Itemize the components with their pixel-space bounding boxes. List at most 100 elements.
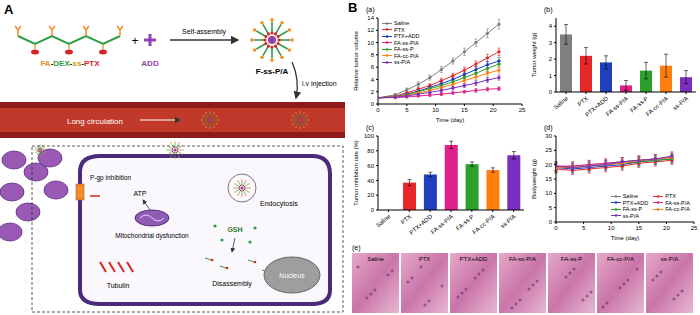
- svg-text:25: 25: [519, 107, 526, 113]
- svg-text:ss-P/A: ss-P/A: [672, 95, 689, 111]
- svg-text:80: 80: [367, 148, 374, 154]
- svg-text:15: 15: [545, 176, 552, 182]
- svg-text:Saline: Saline: [367, 256, 384, 262]
- svg-text:+: +: [131, 34, 138, 48]
- svg-text:60: 60: [367, 163, 374, 169]
- svg-text:1: 1: [549, 73, 553, 79]
- svg-text:20: 20: [490, 107, 497, 113]
- html-text:ss-P/A: ss-P/A: [394, 59, 411, 65]
- svg-text:4: 4: [549, 23, 553, 29]
- svg-text:Disassembly: Disassembly: [212, 280, 252, 288]
- html-text:Saline: Saline: [622, 193, 638, 199]
- svg-text:FA-ss-P: FA-ss-P: [561, 256, 582, 262]
- svg-text:Mitochondrial dysfunction: Mitochondrial dysfunction: [115, 232, 189, 240]
- svg-text:Time (day): Time (day): [436, 117, 464, 123]
- svg-text:10: 10: [545, 190, 552, 196]
- html-text:B: B: [348, 0, 358, 15]
- svg-text:ADD: ADD: [141, 59, 159, 68]
- svg-text:ATP: ATP: [133, 190, 146, 197]
- html-text:FA-ss-P/A: FA-ss-P/A: [394, 39, 419, 46]
- svg-text:25: 25: [691, 225, 698, 231]
- html-text:FA-ss-P: FA-ss-P: [394, 46, 414, 52]
- svg-text:ss-P/A: ss-P/A: [499, 213, 516, 229]
- html-text:PTX+ADD: PTX+ADD: [622, 199, 649, 206]
- html-text:ss-P/A: ss-P/A: [622, 212, 639, 219]
- svg-text:4: 4: [371, 77, 375, 83]
- svg-text:3: 3: [549, 40, 553, 46]
- svg-text:Relative tumor volume: Relative tumor volume: [353, 30, 359, 90]
- svg-text:Long circulation: Long circulation: [67, 117, 123, 126]
- svg-text:FA-DEX-ss-PTX: FA-DEX-ss-PTX: [40, 59, 100, 68]
- svg-text:FA-ss-P/A: FA-ss-P/A: [605, 95, 630, 117]
- svg-text:FA-cc-P/A: FA-cc-P/A: [471, 213, 496, 235]
- svg-text:30: 30: [545, 133, 552, 139]
- svg-text:GSH: GSH: [227, 226, 242, 233]
- svg-text:PTX: PTX: [400, 213, 413, 225]
- svg-text:0: 0: [371, 101, 375, 107]
- svg-text:25: 25: [545, 147, 552, 153]
- svg-text:10: 10: [367, 40, 374, 46]
- svg-text:Nucleus: Nucleus: [279, 272, 305, 279]
- svg-text:FA-ss-P/A: FA-ss-P/A: [509, 256, 536, 262]
- svg-text:Tubulin: Tubulin: [107, 282, 130, 289]
- svg-text:5: 5: [582, 225, 586, 231]
- svg-text:Bodyweight (g): Bodyweight (g): [531, 159, 537, 199]
- svg-text:PTX+ADD: PTX+ADD: [460, 256, 489, 262]
- html-text:FA-ss-P: FA-ss-P: [622, 206, 643, 212]
- svg-text:0: 0: [376, 107, 380, 113]
- svg-text:8: 8: [371, 52, 375, 58]
- svg-text:Self-assembly: Self-assembly: [182, 28, 226, 36]
- html-text:PTX+ADD: PTX+ADD: [394, 33, 420, 39]
- svg-text:FA-cc-P/A: FA-cc-P/A: [645, 95, 670, 117]
- svg-text:0: 0: [554, 225, 558, 231]
- svg-text:Endocytosis: Endocytosis: [260, 200, 298, 208]
- svg-text:PTX+ADD: PTX+ADD: [584, 95, 610, 118]
- svg-text:10: 10: [608, 225, 615, 231]
- svg-text:40: 40: [367, 178, 374, 184]
- svg-text:i.v injection: i.v injection: [302, 80, 337, 88]
- svg-text:5: 5: [549, 205, 553, 211]
- svg-text:100: 100: [364, 133, 375, 139]
- svg-text:PTX: PTX: [576, 95, 589, 107]
- html-text:(a): (a): [366, 6, 375, 13]
- svg-text:P-gp inhibition: P-gp inhibition: [90, 174, 132, 182]
- svg-text:FA-ss-P: FA-ss-P: [629, 95, 650, 114]
- html-text:Saline: Saline: [394, 20, 410, 26]
- svg-text:Saline: Saline: [375, 213, 392, 229]
- svg-text:0: 0: [549, 219, 553, 225]
- svg-text:Tumor inhibition rate (%): Tumor inhibition rate (%): [353, 140, 359, 205]
- svg-text:F-ss-P/A: F-ss-P/A: [256, 67, 289, 76]
- svg-text:PTX+ADD: PTX+ADD: [408, 213, 434, 236]
- svg-text:FA-ss-P: FA-ss-P: [454, 213, 476, 232]
- svg-text:2: 2: [371, 89, 375, 95]
- svg-text:12: 12: [367, 27, 374, 33]
- svg-text:FA-cc-P/A: FA-cc-P/A: [607, 256, 634, 262]
- svg-text:10: 10: [432, 107, 439, 113]
- html-text:(d): (d): [544, 124, 553, 131]
- svg-text:PTX: PTX: [419, 256, 431, 262]
- svg-text:A: A: [4, 2, 14, 17]
- svg-text:20: 20: [663, 225, 670, 231]
- svg-text:15: 15: [461, 107, 468, 113]
- svg-text:2: 2: [549, 56, 553, 62]
- html-text:(c): (c): [366, 124, 375, 131]
- svg-text:ss-P/A: ss-P/A: [661, 256, 679, 262]
- html-text:PTX: PTX: [394, 26, 405, 33]
- html-text:(e): (e): [352, 244, 361, 251]
- svg-text:Tumor weight (g): Tumor weight (g): [531, 32, 537, 77]
- svg-text:Time (day): Time (day): [611, 235, 639, 241]
- svg-text:0: 0: [371, 207, 375, 213]
- svg-text:FA-ss-P/A: FA-ss-P/A: [430, 213, 455, 235]
- svg-text:20: 20: [367, 192, 374, 198]
- svg-text:0: 0: [549, 89, 553, 95]
- svg-text:15: 15: [635, 225, 642, 231]
- svg-text:Saline: Saline: [553, 95, 570, 111]
- html-text:FA-ss-P/A: FA-ss-P/A: [665, 199, 690, 206]
- html-text:PTX: PTX: [665, 193, 676, 199]
- html-text:FA-cc-P/A: FA-cc-P/A: [394, 52, 419, 59]
- svg-text:20: 20: [545, 162, 552, 168]
- svg-text:5: 5: [405, 107, 409, 113]
- svg-text:14: 14: [367, 15, 374, 21]
- html-text:(b): (b): [544, 6, 553, 13]
- svg-text:6: 6: [371, 64, 375, 70]
